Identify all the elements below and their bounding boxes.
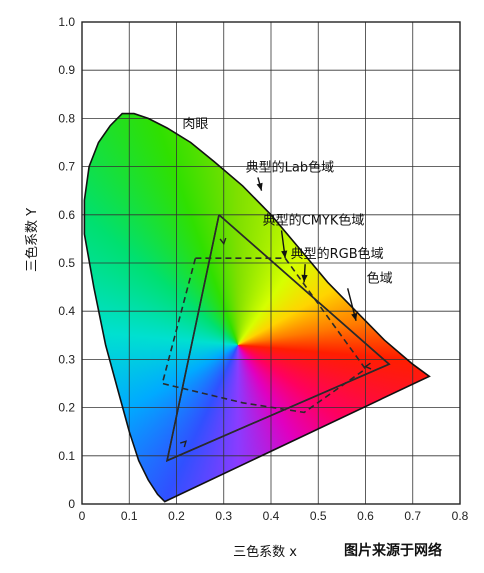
x-tick-label: 0.6 <box>357 509 374 523</box>
y-tick-labels: 0 0.1 0.2 0.3 0.4 0.5 0.6 0.7 0.8 0.9 1.0 <box>58 15 75 511</box>
y-tick-label: 0.8 <box>58 111 75 125</box>
y-tick-label: 0.3 <box>58 352 75 366</box>
direction-arrow <box>364 362 372 370</box>
gamut-line-3 <box>165 214 391 462</box>
x-tick-label: 0.5 <box>310 509 327 523</box>
x-axis-title: 三色系数 x <box>233 544 297 560</box>
y-tick-label: 0.4 <box>58 304 75 318</box>
y-tick-label: 0 <box>68 497 75 511</box>
y-tick-label: 0.5 <box>58 256 75 270</box>
x-tick-label: 0.1 <box>121 509 138 523</box>
x-tick-label: 0.8 <box>452 509 469 523</box>
x-tick-label: 0.3 <box>215 509 232 523</box>
direction-arrow <box>219 237 227 246</box>
annotation-arrowhead <box>281 250 288 259</box>
annotation-label: 典型的CMYK色域 <box>263 212 365 228</box>
y-tick-label: 0.9 <box>58 63 75 77</box>
y-tick-label: 0.7 <box>58 160 75 174</box>
annotation-label: 典型的Lab色域 <box>246 159 334 175</box>
x-tick-labels: 0 0.1 0.2 0.3 0.4 0.5 0.6 0.7 0.8 <box>79 509 469 523</box>
gamut-series <box>161 214 391 462</box>
y-tick-label: 1.0 <box>58 15 75 29</box>
y-tick-label: 0.2 <box>58 401 75 415</box>
axes <box>81 21 461 505</box>
grid <box>81 21 461 505</box>
spectral-locus <box>83 112 431 503</box>
annotation-arrowhead <box>256 182 263 191</box>
annotation-arrowhead <box>351 312 358 321</box>
gamut-line-2 <box>161 257 367 414</box>
y-tick-label: 0.1 <box>58 449 75 463</box>
image-credit: 图片来源于网络 <box>344 543 442 559</box>
y-axis-title: 三色系数 Y <box>24 208 40 272</box>
annotation-label: 肉眼 <box>182 117 208 132</box>
x-tick-label: 0.7 <box>404 509 421 523</box>
annotation-arrowhead <box>301 274 308 283</box>
x-tick-label: 0.4 <box>263 509 280 523</box>
annotation-label: 典型的RGB色域 <box>291 246 384 262</box>
x-tick-label: 0.2 <box>168 509 185 523</box>
plot-frame <box>81 21 461 505</box>
y-tick-label: 0.6 <box>58 208 75 222</box>
annotation-label: 色域 <box>367 270 393 286</box>
direction-arrow <box>180 440 187 448</box>
x-tick-label: 0 <box>79 509 86 523</box>
